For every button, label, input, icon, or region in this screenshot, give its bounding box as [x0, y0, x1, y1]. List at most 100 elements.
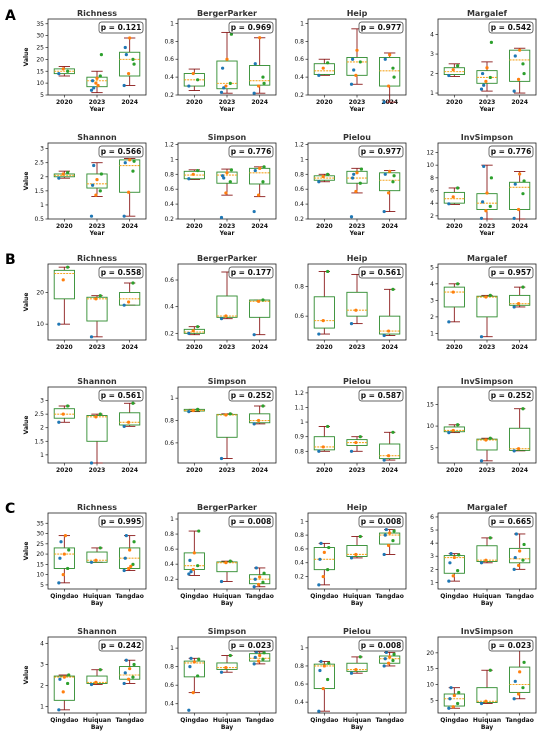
- data-point: [392, 529, 396, 533]
- panel-shannon: Shannon 1 1.5 2 2.5 3 Value 2020 2023 2024 p = 0.5…: [23, 377, 147, 474]
- y-tick-label: 4: [430, 281, 434, 288]
- y-axis-label: Value: [23, 172, 30, 191]
- data-point: [388, 531, 392, 535]
- data-point: [131, 401, 135, 405]
- data-point: [382, 458, 386, 462]
- p-value-label: p = 0.776: [231, 147, 272, 156]
- x-tick-label: Tangdao: [115, 717, 143, 724]
- y-tick-label: 0.2: [164, 330, 174, 337]
- data-point: [196, 78, 200, 82]
- x-tick-label: 2024: [511, 467, 528, 474]
- y-tick-label: 1.1: [294, 404, 304, 411]
- data-point: [358, 60, 362, 64]
- data-point: [61, 412, 65, 416]
- data-point: [219, 670, 224, 674]
- y-tick-label: 5: [40, 582, 44, 589]
- x-axis-label: Year: [349, 106, 365, 113]
- data-point: [321, 66, 325, 70]
- p-value-box: [488, 21, 534, 34]
- x-tick-label: 2020: [186, 344, 203, 351]
- data-point: [96, 83, 100, 88]
- data-point: [382, 333, 386, 338]
- data-point: [224, 665, 228, 670]
- data-point: [66, 566, 70, 571]
- y-tick-label: 0.4: [294, 560, 304, 567]
- data-point: [456, 423, 460, 427]
- y-tick-label: 1.2: [294, 141, 304, 148]
- y-tick-label: 1: [170, 516, 174, 523]
- p-value-label: p = 0.969: [231, 23, 272, 32]
- y-tick-label: 0.8: [294, 38, 304, 45]
- y-tick-label: 10: [426, 162, 434, 169]
- data-point: [451, 428, 455, 433]
- x-tick-label: 2020: [56, 467, 73, 474]
- data-point: [319, 659, 323, 664]
- x-axis-label: Year: [479, 106, 495, 113]
- data-point: [132, 159, 136, 163]
- p-value-label: p = 0.665: [491, 517, 532, 526]
- y-tick-label: 15: [36, 68, 44, 75]
- y-tick-label: 0.8: [164, 418, 174, 425]
- data-point: [131, 169, 135, 173]
- data-point: [521, 192, 525, 196]
- data-point: [188, 558, 192, 563]
- p-value-box: [358, 515, 404, 528]
- y-tick-label: 5: [430, 264, 434, 271]
- p-value-box: [228, 515, 274, 528]
- data-point: [484, 438, 488, 442]
- y-tick-label: 0.2: [164, 216, 174, 223]
- panel-title: Richness: [77, 503, 117, 512]
- data-point: [479, 335, 484, 339]
- data-point: [131, 281, 135, 285]
- data-point: [318, 557, 322, 561]
- panel-heip: Heip 0.2 0.4 0.6 0.8 1 Qingdao Huiquan Bay Tangda…: [294, 503, 407, 607]
- x-tick-label: 2023: [349, 223, 366, 230]
- data-point: [484, 558, 488, 562]
- data-point: [391, 658, 395, 663]
- data-point: [124, 533, 128, 538]
- data-point: [317, 332, 321, 336]
- data-point: [352, 68, 356, 72]
- y-tick-label: 2: [430, 566, 434, 573]
- x-tick-label: 2020: [446, 467, 463, 474]
- data-point: [451, 195, 455, 199]
- data-point: [187, 708, 191, 712]
- x-axis-label: Year: [89, 106, 105, 113]
- panel-title: Richness: [77, 9, 117, 18]
- p-value-label: p = 0.023: [231, 641, 272, 650]
- data-point: [322, 550, 326, 554]
- data-point: [488, 668, 492, 672]
- data-point: [256, 582, 261, 587]
- data-point: [386, 191, 391, 195]
- data-point: [228, 180, 232, 184]
- p-value-box: [358, 389, 404, 402]
- y-tick-label: 1: [40, 452, 44, 459]
- data-point: [122, 681, 126, 686]
- data-point: [253, 62, 257, 66]
- data-point: [57, 420, 61, 424]
- panel-title: InvSimpson: [461, 133, 514, 142]
- panel-title: Richness: [77, 254, 117, 263]
- data-point: [382, 209, 386, 214]
- x-axis-label: Year: [219, 230, 235, 237]
- y-tick-label: 6: [430, 188, 434, 195]
- box: [443, 555, 465, 574]
- data-point: [98, 546, 102, 550]
- data-point: [518, 172, 522, 176]
- x-tick-label: 2023: [219, 223, 236, 230]
- y-tick-label: 0.6: [294, 313, 304, 320]
- data-point: [386, 454, 391, 458]
- data-point: [94, 680, 98, 684]
- data-point: [482, 83, 486, 87]
- data-point: [196, 564, 200, 568]
- panel-title: Heip: [347, 9, 368, 18]
- data-point: [484, 699, 488, 703]
- y-tick-label: 12: [426, 150, 434, 157]
- y-tick-label: 10: [36, 321, 44, 328]
- box: [313, 63, 335, 75]
- y-tick-label: 15: [426, 401, 434, 408]
- x-tick-label: 2020: [446, 344, 463, 351]
- y-tick-label: 6: [430, 514, 434, 521]
